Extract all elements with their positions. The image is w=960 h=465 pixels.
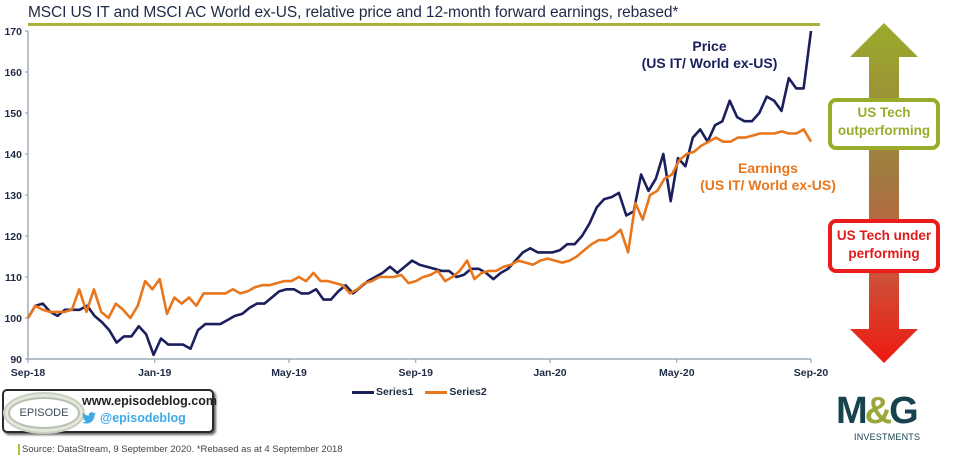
legend-label-series2: Series2	[449, 386, 487, 398]
twitter-bird-icon	[82, 412, 96, 424]
legend-item-series1: Series1	[352, 386, 413, 398]
performance-arrow-icon	[850, 23, 918, 363]
source-note: Source: DataStream, 9 September 2020. *R…	[18, 444, 343, 455]
earnings-annotation: Earnings (US IT/ World ex-US)	[688, 160, 848, 194]
y-tick-label: 110	[5, 272, 22, 284]
chart-title: MSCI US IT and MSCI AC World ex-US, rela…	[28, 4, 679, 21]
title-rule	[28, 23, 820, 26]
price-annotation: Price (US IT/ World ex-US)	[622, 38, 797, 72]
y-tick-label: 130	[4, 190, 22, 202]
outperforming-label: US Tech outperforming	[828, 98, 940, 150]
axes: 90 100 110 120 130 140 150 160 170 Sep-18 Jan-19 Ma…	[4, 26, 828, 379]
earnings-annotation-line1: Earnings	[738, 160, 798, 176]
legend-swatch-series2	[425, 390, 448, 394]
y-tick-label: 90	[10, 354, 22, 366]
underperforming-line2: performing	[848, 246, 920, 261]
mg-logo-letters: M&G	[836, 392, 936, 430]
y-tick-label: 140	[4, 149, 22, 161]
episode-url-link[interactable]: www.episodeblog.com	[82, 394, 217, 408]
y-tick-label: 120	[4, 231, 22, 243]
y-tick-label: 170	[4, 26, 22, 38]
y-tick-label: 160	[4, 67, 22, 79]
x-tick-label: Jan-19	[138, 367, 171, 379]
legend-item-series2: Series2	[425, 386, 487, 398]
price-annotation-line2: (US IT/ World ex-US)	[641, 55, 778, 71]
series-line-series2	[26, 128, 813, 320]
legend-label-series1: Series1	[376, 386, 414, 398]
episode-logo: EPISODE	[8, 397, 80, 429]
legend-swatch-series1	[352, 390, 374, 394]
episode-blog-badge: EPISODE www.episodeblog.com @episodeblog	[2, 389, 217, 433]
mg-ampersand: &	[864, 390, 893, 432]
mg-letter-m: M	[836, 390, 868, 432]
x-tick-label: Sep-19	[399, 367, 434, 379]
x-tick-label: May-19	[271, 367, 307, 379]
outperforming-line2: outperforming	[837, 123, 931, 138]
series-lines	[26, 30, 813, 357]
twitter-handle-text: @episodeblog	[100, 411, 186, 425]
underperforming-label: US Tech under performing	[828, 219, 940, 273]
chart-legend: Series1 Series2	[352, 386, 487, 398]
y-tick-label: 100	[4, 313, 22, 325]
y-tick-label: 150	[4, 108, 22, 120]
mg-logo-subtitle: INVESTMENTS	[854, 432, 921, 442]
mg-letter-g: G	[889, 390, 919, 432]
x-tick-label: May-20	[659, 367, 695, 379]
x-tick-label: Jan-20	[533, 367, 566, 379]
x-tick-label: Sep-18	[11, 367, 46, 379]
mg-investments-logo: M&G INVESTMENTS	[836, 392, 936, 447]
x-tick-label: Sep-20	[794, 367, 829, 379]
price-annotation-line1: Price	[692, 38, 727, 54]
twitter-handle-link[interactable]: @episodeblog	[82, 411, 186, 425]
earnings-annotation-line2: (US IT/ World ex-US)	[700, 177, 836, 193]
underperforming-line1: US Tech under	[836, 228, 932, 243]
outperforming-line1: US Tech	[857, 105, 911, 120]
